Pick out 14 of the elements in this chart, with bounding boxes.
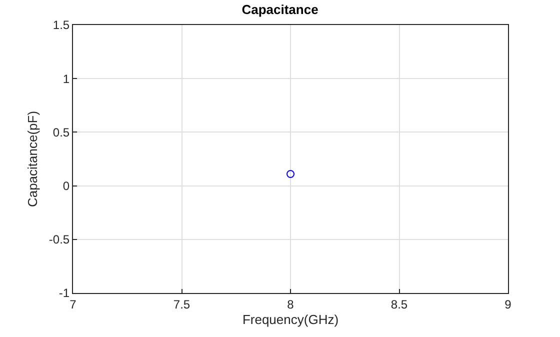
y-tick-label: -1 — [58, 286, 70, 300]
x-tick-label: 9 — [504, 297, 512, 312]
x-tick-label: 8 — [287, 297, 294, 312]
chart-title: Capacitance — [242, 2, 318, 18]
x-axis-title: Frequency(GHz) — [242, 312, 339, 327]
x-tick-label: 8.5 — [390, 297, 408, 312]
y-tick-label: -0.5 — [48, 232, 70, 247]
x-tick-label: 7 — [70, 297, 77, 312]
y-tick-label: 1.5 — [52, 18, 70, 32]
y-tick-label: 0 — [62, 179, 70, 193]
y-tick-label: 1 — [62, 72, 70, 86]
x-tick-label: 7.5 — [173, 297, 190, 312]
y-tick-label: 0.5 — [52, 125, 70, 140]
y-axis-title: Capacitance(pF) — [25, 110, 40, 208]
